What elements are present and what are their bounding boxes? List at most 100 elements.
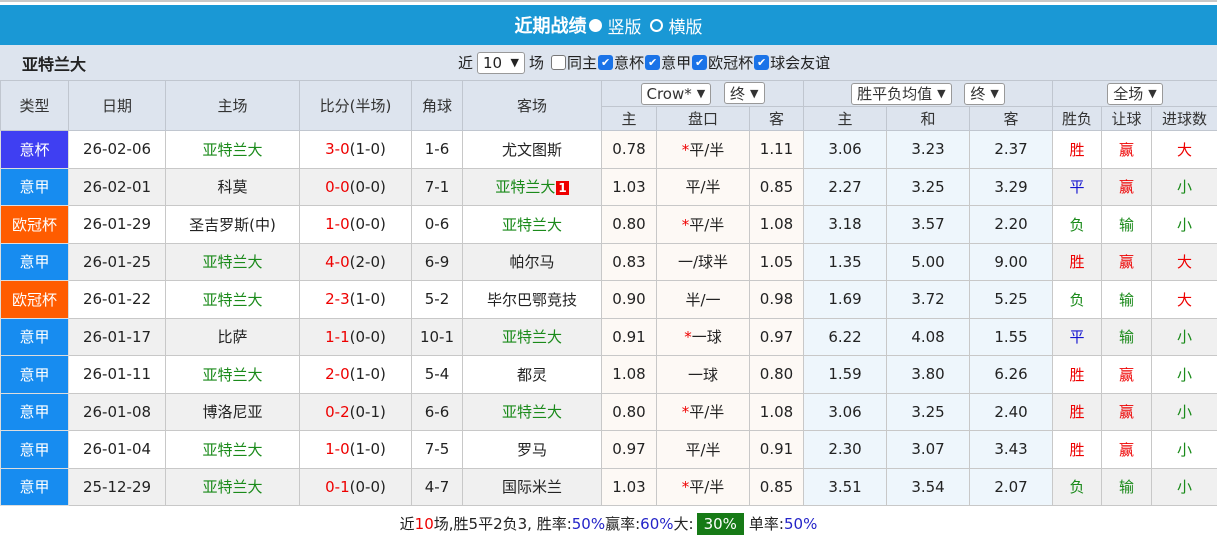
match-type[interactable]: 意甲	[19, 178, 49, 196]
full-score: 0-2	[325, 403, 350, 421]
corner-cell: 6-9	[412, 243, 463, 281]
match-type[interactable]: 意杯	[19, 141, 49, 159]
away-team[interactable]: 毕尔巴鄂竞技	[487, 291, 577, 309]
match-type[interactable]: 意甲	[19, 253, 49, 271]
period-select[interactable]: 全场▼	[1107, 83, 1162, 105]
handicap-result: 输	[1119, 216, 1134, 234]
col-wl: 胜负	[1053, 107, 1102, 131]
odds-final-select[interactable]: 终▼	[964, 83, 1004, 105]
col-hc-away: 客	[750, 107, 804, 131]
over-under-result: 小	[1177, 216, 1192, 234]
away-team[interactable]: 帕尔马	[509, 253, 554, 271]
away-team[interactable]: 亚特兰大	[502, 403, 562, 421]
half-score: (1-0)	[350, 440, 386, 458]
home-team[interactable]: 亚特兰大	[202, 478, 262, 496]
team-name: 亚特兰大	[22, 51, 86, 75]
company-select[interactable]: Crow*▼	[641, 83, 712, 105]
date-cell: 25-12-29	[69, 468, 166, 506]
home-team[interactable]: 亚特兰大	[202, 366, 262, 384]
filter-checkbox-label[interactable]: 欧冠杯	[708, 52, 753, 73]
home-cell: 比萨	[166, 318, 300, 356]
hc-away-cell: 0.85	[750, 468, 804, 506]
away-team[interactable]: 国际米兰	[502, 478, 562, 496]
filter-checkbox-0[interactable]	[551, 55, 566, 70]
match-type[interactable]: 意甲	[19, 478, 49, 496]
home-team[interactable]: 科莫	[217, 178, 247, 196]
ah-cell: 赢	[1102, 393, 1152, 431]
eu-draw-odds: 5.00	[911, 253, 944, 271]
hc-line-cell: 平/半	[657, 168, 750, 206]
filter-checkbox-1[interactable]: ✔	[598, 55, 613, 70]
hc-away-odds: 1.05	[760, 253, 793, 271]
away-team[interactable]: 亚特兰大	[502, 216, 562, 234]
col-home: 主场	[166, 81, 300, 131]
handicap-final-select[interactable]: 终▼	[724, 82, 764, 104]
home-team[interactable]: 圣吉罗斯(中)	[189, 216, 276, 234]
match-type[interactable]: 意甲	[19, 366, 49, 384]
half-score: (1-0)	[350, 140, 386, 158]
home-team[interactable]: 亚特兰大	[202, 441, 262, 459]
score-cell: 0-2(0-1)	[300, 393, 412, 431]
filter-checkbox-label[interactable]: 同主	[567, 52, 597, 73]
odds-type-select[interactable]: 胜平负均值▼	[851, 83, 951, 105]
away-team[interactable]: 亚特兰大	[495, 178, 555, 196]
away-team[interactable]: 都灵	[517, 366, 547, 384]
over-under-result: 小	[1177, 478, 1192, 496]
radio-horizontal[interactable]	[650, 19, 663, 32]
eu-away-odds: 3.43	[994, 440, 1027, 458]
home-team[interactable]: 亚特兰大	[202, 253, 262, 271]
win-loss-result: 平	[1070, 178, 1085, 196]
half-score: (0-0)	[350, 178, 386, 196]
match-type[interactable]: 意甲	[19, 441, 49, 459]
away-team[interactable]: 亚特兰大	[502, 328, 562, 346]
away-cell: 国际米兰	[463, 468, 602, 506]
home-team[interactable]: 亚特兰大	[202, 291, 262, 309]
filter-checkbox-2[interactable]: ✔	[645, 55, 660, 70]
recent-count-select[interactable]: 10▼	[477, 52, 525, 74]
date-cell: 26-02-06	[69, 131, 166, 169]
match-date: 26-01-22	[83, 290, 151, 308]
corner-cell: 1-6	[412, 131, 463, 169]
filter-checkbox-3[interactable]: ✔	[692, 55, 707, 70]
match-type[interactable]: 欧冠杯	[12, 291, 57, 309]
date-cell: 26-01-25	[69, 243, 166, 281]
over-under-result: 大	[1177, 291, 1192, 309]
corner-score: 0-6	[425, 215, 450, 233]
wl-cell: 胜	[1053, 431, 1102, 469]
hc-home-odds: 1.08	[612, 365, 645, 383]
match-type[interactable]: 意甲	[19, 403, 49, 421]
home-team[interactable]: 比萨	[217, 328, 247, 346]
filter-checkbox-label[interactable]: 意杯	[614, 52, 644, 73]
chevron-down-icon: ▼	[750, 87, 758, 100]
match-type[interactable]: 欧冠杯	[12, 216, 57, 234]
home-team[interactable]: 亚特兰大	[202, 141, 262, 159]
eu-draw-cell: 3.54	[887, 468, 970, 506]
win-loss-result: 平	[1070, 328, 1085, 346]
half-score: (0-1)	[350, 403, 386, 421]
company-select-value: Crow*	[647, 85, 692, 103]
home-team[interactable]: 博洛尼亚	[202, 403, 262, 421]
odd-rate: 50%	[784, 515, 817, 533]
radio-vertical[interactable]	[589, 19, 602, 32]
filter-checkbox-label[interactable]: 球会友谊	[770, 52, 830, 73]
corner-score: 7-1	[425, 178, 450, 196]
full-score: 0-1	[325, 478, 350, 496]
eu-home-cell: 3.06	[804, 393, 887, 431]
filter-checkbox-label[interactable]: 意甲	[661, 52, 691, 73]
away-team[interactable]: 尤文图斯	[502, 141, 562, 159]
type-cell: 意甲	[1, 318, 69, 356]
away-team[interactable]: 罗马	[517, 441, 547, 459]
filter-checkbox-4[interactable]: ✔	[754, 55, 769, 70]
hc-line-cell: *平/半	[657, 206, 750, 244]
radio-vertical-label[interactable]: 竖版	[608, 13, 642, 38]
ah-cell: 赢	[1102, 243, 1152, 281]
eu-away-odds: 5.25	[994, 290, 1027, 308]
handicap-result: 赢	[1119, 403, 1134, 421]
col-eu-away: 客	[970, 107, 1053, 131]
match-type[interactable]: 意甲	[19, 328, 49, 346]
eu-home-cell: 3.51	[804, 468, 887, 506]
radio-horizontal-label[interactable]: 横版	[669, 13, 703, 38]
